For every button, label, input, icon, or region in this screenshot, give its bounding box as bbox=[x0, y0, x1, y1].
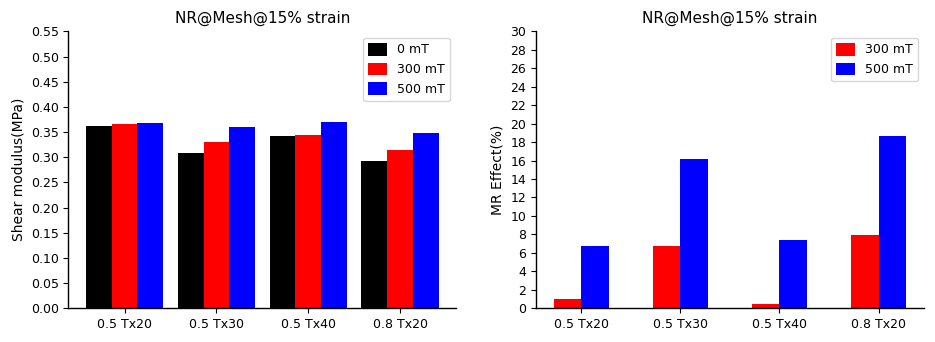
Bar bbox=[653, 246, 681, 308]
Bar bbox=[111, 123, 137, 308]
Bar bbox=[362, 161, 387, 308]
Bar bbox=[752, 304, 780, 308]
Bar bbox=[582, 246, 610, 308]
Title: NR@Mesh@15% strain: NR@Mesh@15% strain bbox=[175, 11, 350, 26]
Y-axis label: Shear modulus(MPa): Shear modulus(MPa) bbox=[11, 98, 25, 241]
Y-axis label: MR Effect(%): MR Effect(%) bbox=[491, 124, 505, 215]
Bar bbox=[229, 127, 255, 308]
Bar bbox=[554, 299, 582, 308]
Bar bbox=[178, 153, 204, 308]
Bar bbox=[204, 142, 229, 308]
Legend: 300 mT, 500 mT: 300 mT, 500 mT bbox=[831, 38, 917, 81]
Bar bbox=[879, 136, 906, 308]
Bar bbox=[851, 235, 879, 308]
Bar bbox=[413, 133, 439, 308]
Bar bbox=[86, 126, 111, 308]
Bar bbox=[321, 122, 347, 308]
Bar bbox=[137, 123, 163, 308]
Title: NR@Mesh@15% strain: NR@Mesh@15% strain bbox=[642, 11, 818, 26]
Bar bbox=[269, 135, 295, 308]
Bar bbox=[295, 135, 321, 308]
Legend: 0 mT, 300 mT, 500 mT: 0 mT, 300 mT, 500 mT bbox=[364, 38, 450, 101]
Bar bbox=[387, 150, 413, 308]
Bar bbox=[681, 159, 708, 308]
Bar bbox=[780, 240, 807, 308]
